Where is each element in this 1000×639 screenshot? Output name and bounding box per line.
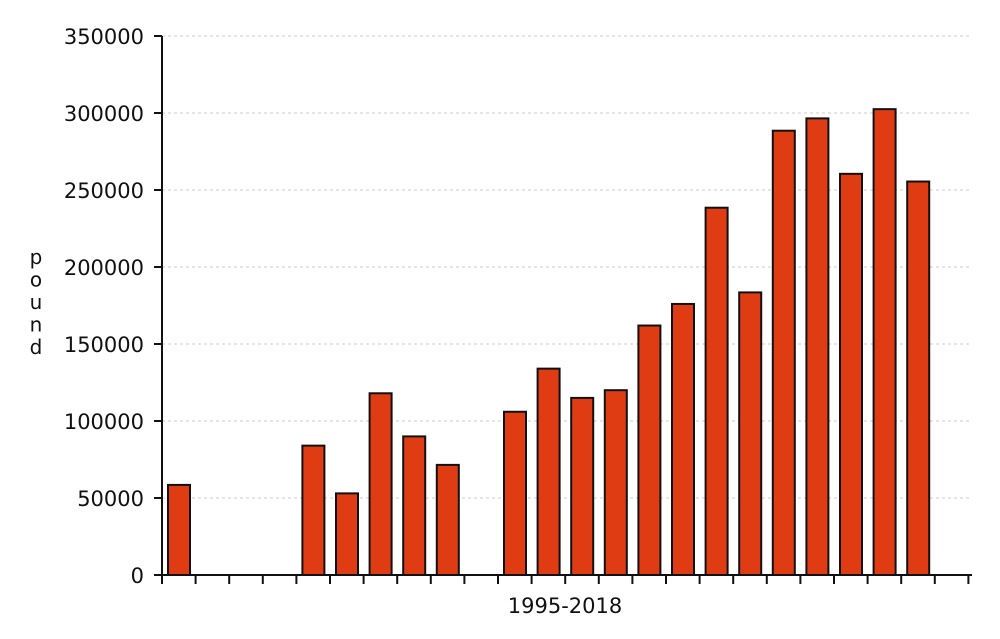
bars	[167, 108, 931, 577]
bar-2007	[570, 396, 595, 576]
y-axis-label-char: u	[30, 290, 43, 314]
y-tick-labels: 0 50000 100000 150000 200000 250000 300000 3500…	[64, 25, 144, 588]
bar-1999	[301, 444, 326, 577]
bar-2002	[402, 435, 427, 576]
bar-1995	[167, 483, 191, 576]
bar-2017	[906, 180, 931, 576]
y-axis-label-char: p	[30, 245, 43, 269]
y-tick-label: 100000	[64, 410, 144, 434]
y-axis-label-char: d	[30, 335, 43, 359]
bar-2012	[738, 291, 763, 576]
bar-2001	[368, 392, 393, 576]
y-tick-label: 0	[131, 564, 144, 588]
y-tick-label: 350000	[64, 25, 144, 49]
bar-2006	[536, 367, 561, 577]
y-tick-label: 200000	[64, 256, 144, 280]
bar-2013	[771, 129, 796, 577]
bar-2000	[335, 492, 359, 577]
bar-2011	[704, 206, 729, 577]
y-tick-label: 250000	[64, 179, 144, 203]
x-axis-label: 1995-2018	[508, 594, 622, 618]
y-axis-label-char: n	[30, 313, 43, 337]
bar-2009	[637, 324, 662, 576]
bar-2014	[805, 117, 830, 576]
bar-2016	[872, 108, 897, 577]
bar-2005	[503, 410, 527, 577]
bar-2008	[603, 389, 628, 577]
gridlines	[154, 35, 972, 576]
bar-2003	[435, 463, 460, 577]
y-tick-label: 50000	[77, 487, 144, 511]
y-tick-label: 300000	[64, 102, 144, 126]
axes	[161, 36, 972, 584]
y-axis-label-char: o	[30, 268, 42, 292]
bar-2015	[839, 172, 863, 577]
y-tick-label: 150000	[64, 333, 144, 357]
bar-2010	[671, 302, 695, 576]
